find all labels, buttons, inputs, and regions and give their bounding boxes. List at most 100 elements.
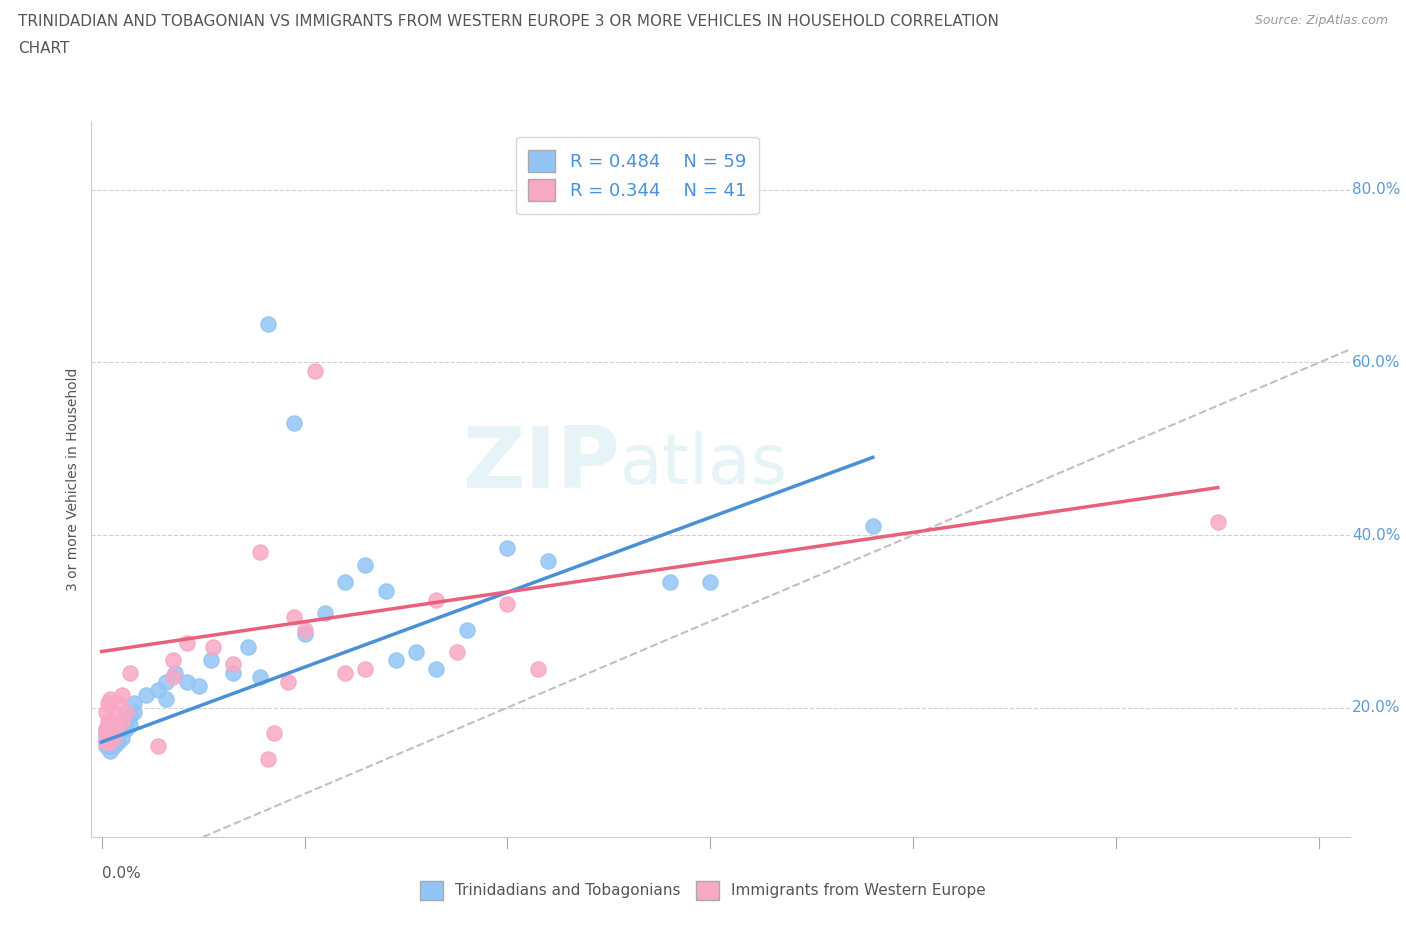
Point [98, 726, 121, 741]
Point [98, 692, 121, 707]
Point [222, 666, 245, 681]
Point [155, 674, 177, 689]
Point [97, 722, 120, 737]
Point [176, 635, 198, 650]
Point [98, 735, 121, 750]
Point [111, 687, 134, 702]
Point [148, 739, 170, 754]
Point [97, 713, 120, 728]
Point [97, 735, 120, 750]
Point [103, 739, 125, 754]
Point [527, 661, 550, 676]
Point [385, 653, 408, 668]
Text: Source: ZipAtlas.com: Source: ZipAtlas.com [1254, 14, 1388, 27]
Text: CHART: CHART [18, 41, 70, 56]
Text: 40.0%: 40.0% [1353, 527, 1400, 542]
Point [115, 717, 138, 732]
Point [107, 717, 129, 732]
Point [202, 640, 225, 655]
Point [118, 717, 141, 732]
Point [97, 730, 120, 745]
Point [333, 575, 356, 590]
Point [155, 692, 177, 707]
Point [162, 670, 184, 684]
Point [94, 735, 117, 750]
Point [257, 752, 280, 767]
Point [98, 743, 121, 758]
Point [188, 679, 211, 694]
Point [103, 730, 125, 745]
Point [277, 674, 299, 689]
Point [94, 726, 117, 741]
Point [658, 575, 681, 590]
Legend: R = 0.484    N = 59, R = 0.344    N = 41: R = 0.484 N = 59, R = 0.344 N = 41 [516, 137, 759, 214]
Point [94, 726, 117, 741]
Text: ZIP: ZIP [463, 423, 620, 506]
Point [163, 666, 186, 681]
Point [118, 709, 141, 724]
Point [374, 584, 396, 599]
Point [148, 683, 170, 698]
Point [222, 657, 245, 671]
Point [115, 704, 138, 719]
Point [263, 726, 285, 741]
Point [283, 609, 305, 624]
Point [107, 722, 129, 737]
Point [97, 696, 120, 711]
Point [456, 622, 478, 637]
Point [111, 713, 134, 728]
Point [249, 545, 271, 560]
Point [294, 627, 316, 642]
Point [103, 730, 125, 745]
Point [236, 640, 259, 655]
Point [111, 730, 134, 745]
Point [162, 653, 184, 668]
Point [200, 653, 222, 668]
Point [118, 666, 141, 681]
Point [98, 739, 121, 754]
Y-axis label: 3 or more Vehicles in Household: 3 or more Vehicles in Household [66, 367, 80, 591]
Text: 20.0%: 20.0% [1353, 700, 1400, 715]
Point [103, 726, 125, 741]
Point [115, 722, 138, 737]
Point [97, 730, 120, 745]
Text: 0.0%: 0.0% [101, 866, 141, 881]
Point [98, 735, 121, 750]
Point [107, 735, 129, 750]
Point [496, 540, 519, 555]
Point [294, 622, 316, 637]
Point [249, 670, 271, 684]
Point [446, 644, 468, 659]
Point [97, 726, 120, 741]
Point [257, 316, 280, 331]
Point [425, 661, 447, 676]
Point [103, 704, 125, 719]
Point [314, 605, 336, 620]
Point [699, 575, 721, 590]
Point [103, 717, 125, 732]
Point [354, 558, 377, 573]
Point [862, 519, 884, 534]
Point [94, 704, 117, 719]
Point [425, 592, 447, 607]
Point [111, 717, 134, 732]
Point [94, 722, 117, 737]
Point [98, 722, 121, 737]
Point [496, 597, 519, 612]
Point [103, 722, 125, 737]
Point [107, 726, 129, 741]
Legend: Trinidadians and Tobagonians, Immigrants from Western Europe: Trinidadians and Tobagonians, Immigrants… [413, 875, 993, 906]
Point [97, 739, 120, 754]
Point [94, 739, 117, 754]
Point [333, 666, 356, 681]
Point [94, 722, 117, 737]
Point [122, 704, 145, 719]
Point [135, 687, 157, 702]
Point [98, 713, 121, 728]
Point [537, 553, 560, 568]
Point [94, 735, 117, 750]
Text: 60.0%: 60.0% [1353, 355, 1400, 370]
Point [98, 730, 121, 745]
Point [122, 696, 145, 711]
Point [103, 735, 125, 750]
